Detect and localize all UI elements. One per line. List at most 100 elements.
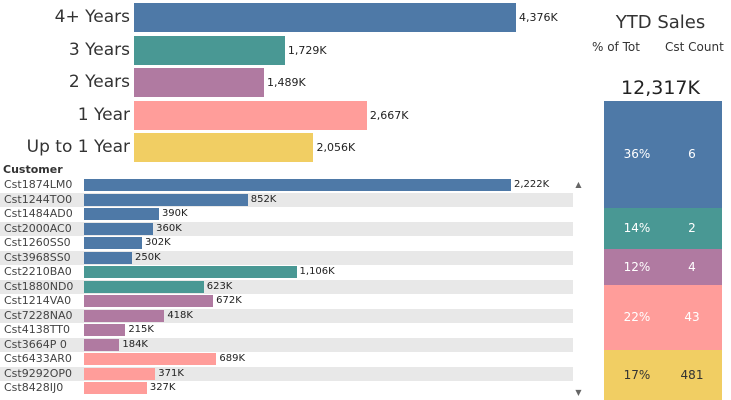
customer-row[interactable]: Cst1484AD0 390K bbox=[0, 207, 573, 222]
customer-row[interactable]: Cst8428IJ0 327K bbox=[0, 381, 573, 396]
customer-name: Cst6433AR0 bbox=[4, 352, 72, 365]
customer-name: Cst1880ND0 bbox=[4, 279, 74, 293]
tenure-value-label: 2,667K bbox=[369, 108, 409, 122]
customer-row[interactable]: Cst1244TO0 852K bbox=[0, 192, 573, 207]
tenure-bar[interactable] bbox=[134, 3, 516, 32]
customer-bar[interactable] bbox=[84, 251, 133, 264]
ytd-pct-label: 17% bbox=[623, 367, 651, 382]
ytd-count-label: 4 bbox=[688, 259, 696, 274]
customer-value-label: 852K bbox=[250, 193, 277, 205]
tenure-bar-chart: 4+ Years 4,376K 3 Years 1,729K 2 Years 1,489K… bbox=[0, 0, 590, 163]
scroll-up-icon[interactable]: ▲ bbox=[575, 180, 582, 189]
customer-value-label: 215K bbox=[128, 324, 154, 335]
customer-value-label: 623K bbox=[206, 280, 233, 292]
tenure-bar[interactable] bbox=[134, 68, 264, 97]
customer-value-label: 302K bbox=[145, 237, 171, 248]
tenure-category-label: 3 Years bbox=[68, 39, 130, 60]
pct-of-total-header: % of Tot bbox=[592, 40, 640, 54]
ytd-segment[interactable]: 22% 43 bbox=[604, 284, 722, 350]
ytd-count-label: 2 bbox=[688, 221, 696, 236]
customer-value-label: 1,106K bbox=[299, 266, 335, 277]
customer-bar[interactable] bbox=[84, 208, 159, 220]
ytd-count-label: 481 bbox=[680, 367, 704, 382]
customer-name: Cst1484AD0 bbox=[4, 207, 73, 220]
customer-row[interactable]: Cst1874LM0 2,222K bbox=[0, 178, 573, 193]
customer-name: Cst2210BA0 bbox=[4, 265, 72, 278]
customer-value-label: 184K bbox=[122, 338, 148, 350]
customer-value-label: 689K bbox=[219, 353, 246, 364]
ytd-segment[interactable]: 14% 2 bbox=[604, 207, 722, 249]
customer-bar[interactable] bbox=[84, 367, 156, 380]
tenure-bar[interactable] bbox=[134, 133, 314, 162]
customer-name: Cst4138TT0 bbox=[4, 323, 70, 336]
customer-bar-list[interactable]: Cst1874LM0 2,222K Cst1244TO0 852K Cst1484AD0… bbox=[0, 178, 590, 400]
tenure-category-label: 2 Years bbox=[68, 72, 130, 92]
ytd-pct-label: 12% bbox=[623, 259, 651, 274]
customer-bar[interactable] bbox=[84, 222, 154, 235]
customer-bar[interactable] bbox=[84, 382, 147, 394]
customer-list-scrollbar[interactable]: ▲ ▼ bbox=[573, 178, 584, 400]
customer-header: Customer bbox=[3, 163, 63, 176]
customer-row[interactable]: Cst9292OP0 371K bbox=[0, 366, 573, 381]
customer-name: Cst1874LM0 bbox=[4, 178, 73, 191]
ytd-sales-panel: YTD Sales % of Tot Cst Count 12,317K 36%… bbox=[590, 0, 731, 400]
scroll-down-icon[interactable]: ▼ bbox=[575, 388, 582, 397]
ytd-title: YTD Sales bbox=[615, 12, 706, 33]
customer-row[interactable]: Cst7228NA0 418K bbox=[0, 308, 573, 323]
customer-name: Cst2000AC0 bbox=[4, 221, 72, 235]
customer-row[interactable]: Cst1214VA0 672K bbox=[0, 294, 573, 309]
customer-row[interactable]: Cst6433AR0 689K bbox=[0, 352, 573, 367]
customer-value-label: 672K bbox=[216, 295, 242, 306]
customer-value-label: 250K bbox=[135, 251, 161, 263]
customer-bar[interactable] bbox=[84, 295, 214, 307]
tenure-value-label: 1,729K bbox=[287, 43, 327, 57]
ytd-pct-label: 22% bbox=[623, 310, 651, 325]
customer-value-label: 418K bbox=[167, 309, 193, 321]
customer-name: Cst8428IJ0 bbox=[4, 381, 64, 394]
customer-name: Cst7228NA0 bbox=[4, 308, 73, 322]
customer-bar[interactable] bbox=[84, 266, 297, 278]
tenure-category-label: 4+ Years bbox=[54, 7, 130, 27]
customer-name: Cst1244TO0 bbox=[4, 192, 73, 206]
customer-value-label: 390K bbox=[161, 208, 188, 219]
ytd-total: 12,317K bbox=[621, 77, 700, 99]
ytd-segment[interactable]: 36% 6 bbox=[604, 101, 722, 208]
ytd-count-label: 43 bbox=[684, 310, 700, 325]
customer-bar[interactable] bbox=[84, 237, 143, 249]
customer-value-label: 2,222K bbox=[514, 179, 550, 190]
customer-row[interactable]: Cst2210BA0 1,106K bbox=[0, 265, 573, 280]
customer-bar[interactable] bbox=[84, 324, 126, 336]
ytd-segment[interactable]: 17% 481 bbox=[604, 349, 722, 400]
customer-row[interactable]: Cst1880ND0 623K bbox=[0, 279, 573, 294]
customer-name: Cst1260SS0 bbox=[4, 236, 71, 249]
tenure-bar[interactable] bbox=[134, 100, 367, 130]
customer-bar[interactable] bbox=[84, 193, 248, 206]
customer-value-label: 360K bbox=[156, 222, 182, 234]
customer-row[interactable]: Cst1260SS0 302K bbox=[0, 236, 573, 251]
customer-value-label: 371K bbox=[158, 367, 184, 379]
tenure-category-label: Up to 1 Year bbox=[26, 137, 130, 157]
tenure-bar[interactable] bbox=[134, 35, 285, 65]
customer-bar[interactable] bbox=[84, 179, 511, 191]
customer-name: Cst3968SS0 bbox=[4, 250, 71, 264]
customer-value-label: 327K bbox=[149, 382, 176, 393]
tenure-value-label: 2,056K bbox=[316, 141, 356, 154]
ytd-pct-label: 14% bbox=[623, 221, 651, 236]
tenure-value-label: 1,489K bbox=[266, 76, 306, 89]
customer-bar[interactable] bbox=[84, 353, 217, 365]
customer-row[interactable]: Cst3968SS0 250K bbox=[0, 250, 573, 265]
tenure-category-label: 1 Year bbox=[77, 104, 130, 125]
tenure-value-label: 4,376K bbox=[519, 11, 558, 24]
customer-bar[interactable] bbox=[84, 280, 204, 293]
ytd-segment[interactable]: 12% 4 bbox=[604, 249, 722, 285]
customer-name: Cst1214VA0 bbox=[4, 294, 72, 307]
customer-bar[interactable] bbox=[84, 338, 120, 351]
customer-name: Cst9292OP0 bbox=[4, 366, 73, 380]
customer-name: Cst3664P 0 bbox=[4, 337, 67, 351]
ytd-count-label: 6 bbox=[688, 147, 696, 162]
customer-row[interactable]: Cst3664P 0 184K bbox=[0, 337, 573, 352]
customer-row[interactable]: Cst2000AC0 360K bbox=[0, 221, 573, 236]
customer-row[interactable]: Cst4138TT0 215K bbox=[0, 323, 573, 338]
customer-bar[interactable] bbox=[84, 309, 165, 322]
ytd-pct-label: 36% bbox=[623, 147, 651, 162]
